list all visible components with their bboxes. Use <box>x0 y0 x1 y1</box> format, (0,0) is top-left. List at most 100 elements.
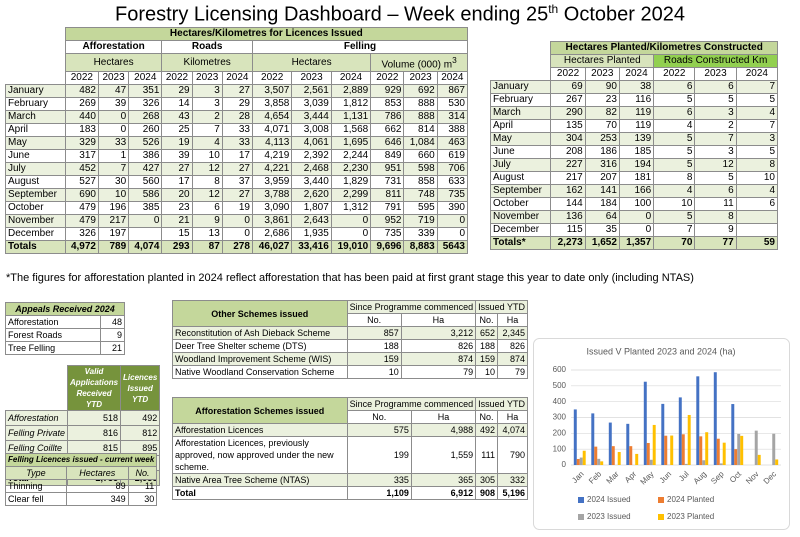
table-cell: 21 <box>161 214 193 229</box>
table-cell: 20 <box>161 188 193 203</box>
table-cell: 208 <box>550 145 586 159</box>
table-cell: 6 <box>653 80 696 94</box>
table-row: Afforestation 48 <box>5 315 126 329</box>
header-cell: Hectares Planted <box>550 54 655 68</box>
table-cell: 929 <box>370 84 405 99</box>
table-row: No. Ha No. Ha <box>173 410 529 424</box>
bar <box>594 446 598 465</box>
header-cell: Ha <box>496 313 529 327</box>
table-cell: 35 <box>584 223 620 237</box>
afforestation-schemes-table: Afforestation Schemes issued Since Progra… <box>172 397 529 500</box>
header-cell: Issued YTD <box>475 397 528 411</box>
table-cell: 181 <box>618 171 655 185</box>
table-cell: 706 <box>436 162 469 177</box>
table-cell: 4,074 <box>496 423 529 437</box>
table-cell: 386 <box>128 149 163 164</box>
licences-table: Hectares/Kilometres for Licences Issued A… <box>5 27 469 255</box>
table-cell: 8 <box>694 210 737 224</box>
table-cell <box>6 41 66 54</box>
y-tick-label: 300 <box>553 413 567 422</box>
chart-title: Issued V Planted 2023 and 2024 (ha) <box>586 346 735 356</box>
table-cell: Thinning <box>5 479 67 493</box>
table-cell: 115 <box>550 223 586 237</box>
table-cell: 9 <box>191 214 223 229</box>
table-cell: 314 <box>436 110 469 125</box>
table-cell: 2,392 <box>291 149 332 164</box>
table-cell: February <box>5 97 66 112</box>
bar <box>757 454 761 465</box>
table-cell: 15 <box>161 227 193 242</box>
table-cell: 560 <box>128 175 163 190</box>
table-cell: 6 <box>735 197 779 211</box>
table-cell: 23 <box>584 93 620 107</box>
table-cell: Total <box>172 486 348 500</box>
table-cell: 652 <box>475 326 498 340</box>
bar <box>740 435 744 465</box>
table-cell: 731 <box>370 175 405 190</box>
table-cell: 1,695 <box>330 136 372 151</box>
table-row: Appeals Received 2024 <box>5 302 125 316</box>
table-cell: Totals* <box>489 236 552 250</box>
appeals-table: Appeals Received 2024 Afforestation 48 Fore… <box>5 302 126 355</box>
header-cell: 2022 <box>550 67 586 81</box>
bar <box>576 458 580 465</box>
table-cell: 29 <box>221 97 253 112</box>
table-row: Afforestation Licences, previously appro… <box>172 436 529 474</box>
table-cell: 33 <box>97 136 130 151</box>
table-cell: 789 <box>97 240 130 255</box>
table-cell: 8 <box>653 171 696 185</box>
table-cell: 188 <box>346 339 402 353</box>
table-cell: 4,654 <box>251 110 293 125</box>
table-cell: 8 <box>735 158 779 172</box>
table-cell: 166 <box>618 184 655 198</box>
table-cell: Native Area Tree Scheme (NTAS) <box>172 473 348 487</box>
table-cell: 332 <box>496 473 529 487</box>
table-cell: 7 <box>97 162 130 177</box>
table-cell: 290 <box>550 106 586 120</box>
table-row: Forest Roads 9 <box>5 328 126 342</box>
unit-sup: 3 <box>452 55 457 65</box>
table-row: October 144 184 100 10 11 6 <box>489 197 779 211</box>
table-row: March 440 0 268 43 2 28 4,654 3,444 1,131 786 888 31… <box>5 110 469 125</box>
table-cell: 4,074 <box>128 240 163 255</box>
table-cell: 390 <box>436 201 469 216</box>
table-cell: 17 <box>221 149 253 164</box>
table-cell: 159 <box>346 352 402 366</box>
table-cell: 4 <box>191 136 223 151</box>
table-row: Clear fell 349 30 <box>5 492 158 506</box>
table-cell: 1,357 <box>618 236 655 250</box>
table-cell: 6,912 <box>410 486 477 500</box>
table-cell: May <box>5 136 66 151</box>
table-cell: 690 <box>64 188 99 203</box>
table-cell: 79 <box>400 365 477 379</box>
table-cell: 269 <box>64 97 99 112</box>
table-row: Thinning 89 11 <box>5 479 158 493</box>
table-cell: March <box>489 106 552 120</box>
table-cell: 217 <box>550 171 586 185</box>
table-cell: 3,858 <box>251 97 293 112</box>
table-cell <box>735 210 779 224</box>
table-cell: 895 <box>120 440 161 456</box>
table-cell: 2,468 <box>291 162 332 177</box>
bar <box>597 458 601 465</box>
table-cell: 326 <box>64 227 99 242</box>
legend-swatch <box>578 497 584 503</box>
table-cell: 199 <box>346 436 412 474</box>
header-cell: 2023 <box>403 71 438 86</box>
table-cell: August <box>5 175 66 190</box>
header-cell: 2023 <box>584 67 620 81</box>
table-cell: 33 <box>221 136 253 151</box>
table-cell: 79 <box>496 365 529 379</box>
table-row: Type Hectares No. <box>5 466 158 480</box>
table-cell: Afforestation <box>5 315 101 329</box>
table-cell: 39 <box>97 97 130 112</box>
table-cell: 3,788 <box>251 188 293 203</box>
table-cell: 575 <box>346 423 412 437</box>
table-cell: May <box>489 132 552 146</box>
table-cell: 9 <box>99 328 126 342</box>
y-tick-label: 200 <box>553 428 567 437</box>
table-cell: 849 <box>370 149 405 164</box>
table-cell: 3,090 <box>251 201 293 216</box>
table-cell: 3,008 <box>291 123 332 138</box>
table-cell: 1,568 <box>330 123 372 138</box>
